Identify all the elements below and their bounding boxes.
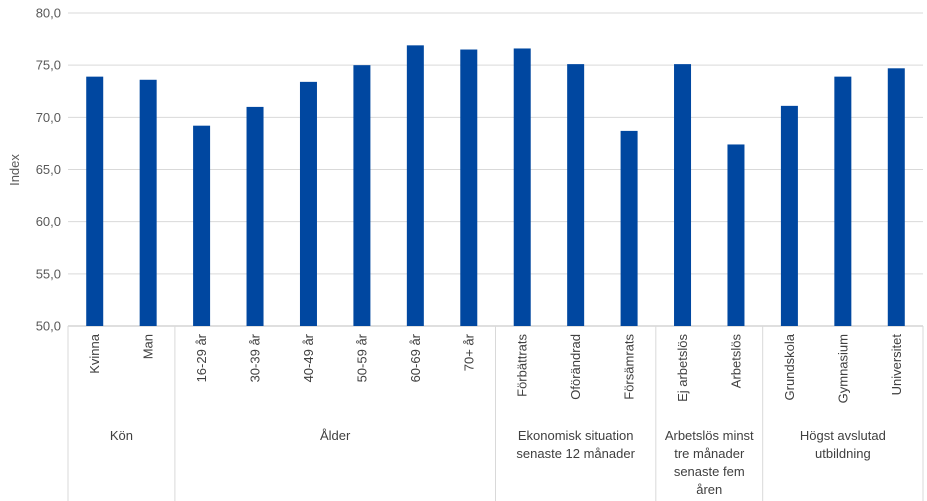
category-label: 40-49 år <box>301 333 316 382</box>
category-label: Grundskola <box>782 333 797 400</box>
group-label: senaste 12 månader <box>516 446 635 461</box>
y-tick-label: 70,0 <box>36 110 61 125</box>
bar <box>299 81 317 326</box>
bar <box>460 49 478 327</box>
y-axis-ticks: 50,0 55,0 60,0 65,0 70,0 75,0 80,0 <box>36 6 61 334</box>
category-label: Oförändrad <box>568 334 583 400</box>
bar <box>887 68 905 327</box>
category-label: Ej arbetslös <box>675 334 690 402</box>
group-label: åren <box>696 482 722 497</box>
group-label: tre månader <box>674 446 745 461</box>
category-label: Kvinna <box>87 333 102 374</box>
category-label: Universitet <box>889 334 904 396</box>
category-label: Arbetslös <box>728 334 743 389</box>
gridlines <box>68 12 923 327</box>
bar <box>567 64 585 326</box>
bar <box>406 45 424 327</box>
bar <box>246 106 264 327</box>
group-label: utbildning <box>815 446 871 461</box>
y-tick-label: 75,0 <box>36 58 61 73</box>
category-labels: Kvinna Man 16-29 år 30-39 år 40-49 år 50-59 å… <box>87 333 904 403</box>
y-tick-label: 80,0 <box>36 6 61 21</box>
y-tick-label: 60,0 <box>36 214 61 229</box>
category-label: Förbättrats <box>515 334 530 397</box>
group-label: Högst avslutad <box>800 428 886 443</box>
group-label: Arbetslös minst <box>665 428 754 443</box>
bar <box>674 64 692 326</box>
category-label: 50-59 år <box>354 333 369 382</box>
bar <box>139 79 157 326</box>
bar <box>513 48 531 327</box>
y-axis-title: Index <box>7 154 22 186</box>
y-tick-label: 65,0 <box>36 162 61 177</box>
bar <box>620 130 638 326</box>
bar <box>727 144 745 326</box>
bars <box>86 45 905 327</box>
category-label: Försämrats <box>622 334 637 400</box>
bar <box>193 125 211 327</box>
category-label: 30-39 år <box>248 333 263 382</box>
bar <box>834 76 852 326</box>
category-label: 16-29 år <box>194 333 209 382</box>
category-label: Gymnasium <box>835 334 850 403</box>
y-tick-label: 55,0 <box>36 266 61 281</box>
group-label: Ålder <box>320 428 351 443</box>
group-label: Ekonomisk situation <box>518 428 634 443</box>
group-label: senaste fem <box>674 464 745 479</box>
group-labels: Kön Ålder Ekonomisk situation senaste 12 må… <box>67 326 924 501</box>
group-label: Kön <box>110 428 133 443</box>
bar <box>353 65 371 327</box>
category-label: 60-69 år <box>408 333 423 382</box>
category-label: Man <box>141 334 156 359</box>
y-tick-label: 50,0 <box>36 319 61 334</box>
bar <box>86 76 104 326</box>
category-label: 70+ år <box>461 333 476 371</box>
bar <box>780 105 798 327</box>
